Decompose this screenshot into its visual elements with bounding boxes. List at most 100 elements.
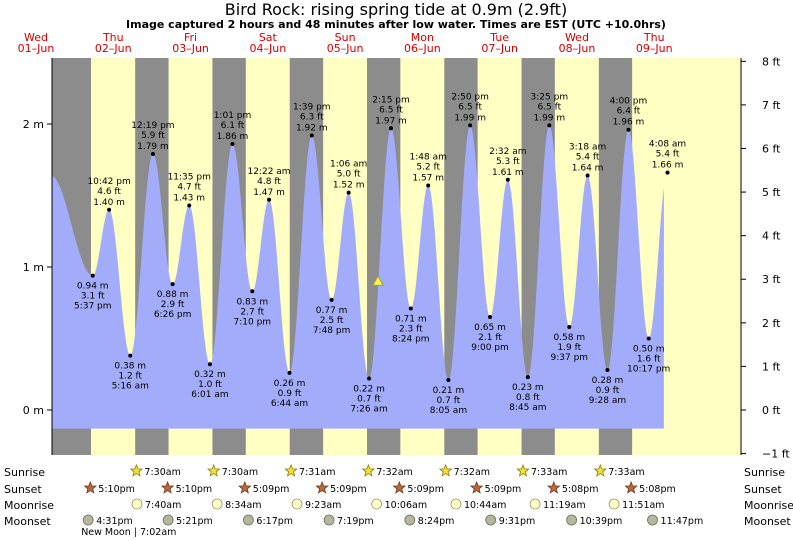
tide-metre-label: 0.28 m (592, 376, 624, 386)
tide-feet-label: 4.7 ft (177, 183, 201, 193)
tide-point (128, 353, 133, 358)
tide-time-label: 5:16 am (112, 382, 149, 392)
tide-feet-label: 1.0 ft (198, 380, 222, 390)
tide-metre-label: 0.21 m (433, 386, 465, 396)
tide-time-label: 10:42 pm (87, 177, 130, 187)
tide-metre-label: 0.88 m (157, 290, 189, 300)
tide-time-label: 11:35 pm (168, 173, 211, 183)
tide-feet-label: 2.1 ft (478, 333, 502, 343)
sunset-icon (160, 480, 175, 494)
sunrise-time: 7:30am (222, 467, 258, 478)
event-row-label-right: Sunset (744, 483, 782, 496)
current-level-marker (372, 275, 384, 286)
moonset-time: 4:31pm (96, 516, 133, 527)
tide-time-label: 8:45 am (509, 403, 546, 413)
moonset-icon (566, 514, 578, 526)
tide-point (567, 325, 572, 330)
tide-time-label: 4:00 pm (610, 97, 648, 107)
day-name-label: Wed (24, 31, 48, 44)
day-date-label: 04–Jun (249, 42, 286, 55)
sunset-time: 5:09pm (330, 484, 367, 495)
day-name-label: Thu (643, 31, 665, 44)
right-axis-label: 7 ft (762, 99, 781, 112)
tide-metre-label: 0.71 m (395, 314, 427, 324)
tide-time-label: 7:48 pm (313, 326, 351, 336)
tide-metre-label: 1.99 m (533, 113, 565, 123)
moonrise-icon (131, 498, 143, 510)
sunset-time: 5:08pm (562, 484, 599, 495)
tide-feet-label: 6.5 ft (379, 105, 403, 115)
right-axis-label: 5 ft (762, 186, 781, 199)
moonset-time: 9:31pm (499, 516, 536, 527)
event-row-label-left: Moonrise (4, 499, 54, 512)
sunrise-time: 7:32am (454, 467, 490, 478)
tide-metre-label: 0.26 m (274, 379, 306, 389)
sunrise-icon (206, 463, 221, 477)
tide-feet-label: 2.5 ft (320, 316, 344, 326)
tide-point (605, 367, 610, 372)
tide-time-label: 6:01 am (191, 390, 228, 400)
sunset-icon (469, 480, 484, 494)
tide-point (426, 183, 431, 188)
day-name-label: Tue (489, 31, 509, 44)
tide-time-label: 8:24 pm (392, 334, 430, 344)
tide-feet-label: 2.3 ft (399, 324, 423, 334)
sunset-icon (83, 480, 98, 494)
moonset-time: 6:17pm (256, 516, 293, 527)
moonset-icon (162, 514, 174, 526)
sunrise-icon (284, 463, 298, 477)
moonrise-time: 7:40am (145, 500, 181, 511)
tide-point (90, 273, 95, 278)
tide-metre-label: 0.58 m (553, 333, 585, 343)
tide-point (187, 203, 192, 208)
moonrise-icon (291, 498, 303, 510)
tide-metre-label: 1.97 m (375, 116, 407, 126)
tide-metre-label: 0.65 m (474, 323, 506, 333)
moonset-icon (82, 514, 94, 526)
moonrise-icon (371, 498, 383, 510)
tide-feet-label: 1.6 ft (637, 355, 661, 365)
right-axis-label: 3 ft (762, 273, 781, 286)
tide-feet-label: 3.1 ft (81, 292, 105, 302)
sunset-time: 5:09pm (407, 484, 444, 495)
tide-time-label: 2:15 pm (372, 95, 410, 105)
sunrise-time: 7:32am (376, 467, 412, 478)
event-row-label-right: Moonrise (744, 499, 793, 512)
tide-point (665, 170, 670, 175)
right-axis-label: 2 ft (762, 317, 781, 330)
tide-feet-label: 5.0 ft (337, 170, 361, 180)
day-name-label: Wed (565, 31, 589, 44)
tide-time-label: 10:17 pm (627, 365, 670, 375)
right-axis-label: 6 ft (762, 142, 781, 155)
sunset-time: 5:10pm (176, 484, 213, 495)
tide-feet-label: 0.8 ft (516, 393, 540, 403)
tide-time-label: 2:32 am (489, 147, 526, 157)
tide-feet-label: 5.4 ft (656, 150, 680, 160)
moonrise-time: 8:34am (225, 500, 261, 511)
moonset-icon (243, 514, 254, 526)
moonset-icon (647, 514, 658, 526)
tide-point (150, 152, 155, 157)
tide-metre-label: 1.40 m (93, 198, 125, 208)
tide-feet-label: 0.9 ft (278, 389, 302, 399)
sunrise-time: 7:33am (531, 467, 567, 478)
tide-metre-label: 1.92 m (296, 123, 328, 133)
sunrise-icon (129, 463, 144, 477)
tide-metre-label: 1.86 m (217, 132, 249, 142)
tide-time-label: 1:06 am (330, 160, 367, 170)
tide-point (230, 142, 235, 147)
moonrise-icon (608, 498, 620, 510)
moonset-icon (323, 514, 335, 526)
tide-time-label: 9:37 pm (551, 353, 589, 363)
day-name-label: Fri (184, 31, 197, 44)
tide-feet-label: 2.7 ft (240, 307, 264, 317)
moonrise-icon (529, 498, 541, 510)
tide-point (505, 177, 510, 182)
right-axis-label: 8 ft (762, 55, 781, 68)
tide-time-label: 3:18 am (569, 142, 606, 152)
sunset-time: 5:10pm (98, 484, 135, 495)
tide-time-label: 1:01 pm (214, 111, 252, 121)
tide-feet-label: 4.6 ft (97, 187, 121, 197)
